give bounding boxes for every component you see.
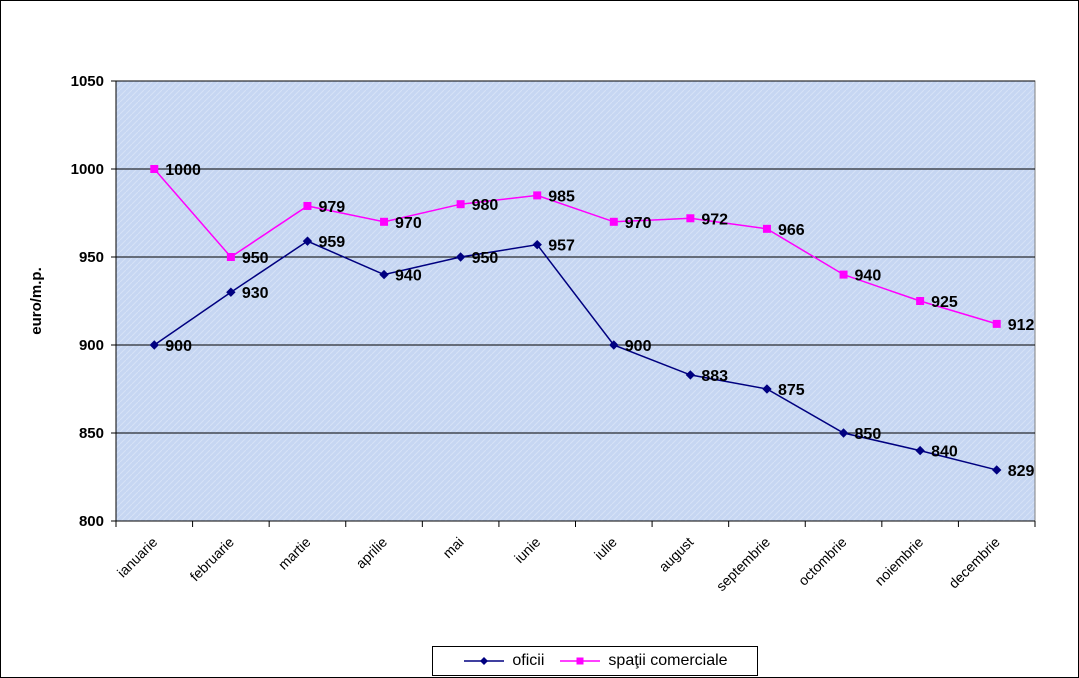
data-label: 980 [472, 197, 499, 214]
y-tick-label: 800 [79, 513, 104, 530]
x-tick-label: septembrie [713, 534, 773, 594]
data-label: 900 [625, 338, 652, 355]
data-point-oficii [226, 287, 236, 297]
data-label: 829 [1008, 463, 1035, 480]
y-tick-label: 850 [79, 425, 104, 442]
legend-label: spaţii comerciale [608, 652, 728, 669]
series-line-oficii [153, 240, 997, 471]
y-tick-label: 900 [79, 337, 104, 354]
data-point-spa-ii-comerciale [609, 217, 618, 226]
data-point-spa-ii-comerciale [533, 191, 542, 200]
x-tick-label: iulie [591, 534, 620, 563]
data-point-oficii [532, 239, 542, 250]
x-tick-label: aprilie [352, 534, 390, 572]
x-tick-label: octombrie [795, 534, 850, 589]
data-point-oficii [379, 269, 389, 280]
data-label: 970 [625, 215, 652, 232]
data-label: 912 [1008, 317, 1035, 334]
data-point-spa-ii-comerciale [226, 253, 235, 261]
data-point-spa-ii-comerciale [380, 217, 389, 226]
data-label: 840 [931, 444, 958, 461]
data-point-spa-ii-comerciale [303, 201, 312, 210]
data-point-oficii [455, 252, 466, 262]
data-point-spa-ii-comerciale [839, 270, 848, 279]
data-point-spa-ii-comerciale [456, 200, 465, 209]
data-point-oficii [915, 445, 925, 456]
data-label: 950 [242, 250, 269, 267]
data-point-spa-ii-comerciale [992, 319, 1001, 328]
data-point-oficii [992, 465, 1002, 475]
series-line-spa-ii-comerciale [153, 168, 997, 325]
data-label: 979 [318, 199, 345, 216]
data-label: 925 [931, 294, 958, 311]
data-point-oficii [762, 384, 772, 394]
y-tick-label: 950 [79, 249, 104, 266]
x-tick-label: august [655, 534, 696, 575]
data-label: 966 [778, 222, 805, 239]
x-tick-label: ianuarie [114, 534, 161, 581]
legend-entry: oficii [462, 652, 544, 670]
legend: oficii spaţii comerciale [432, 646, 758, 676]
y-tick-label: 1000 [71, 161, 104, 178]
data-label: 940 [855, 268, 882, 285]
data-label: 1000 [165, 162, 201, 179]
legend-label: oficii [512, 652, 545, 669]
x-tick-label: noiembrie [871, 534, 926, 589]
x-tick-label: mai [439, 534, 466, 561]
data-label: 900 [165, 338, 192, 355]
legend-swatch [464, 657, 505, 665]
data-point-oficii [685, 370, 696, 380]
data-label: 850 [855, 426, 882, 443]
y-axis-title: euro/m.p. [28, 267, 45, 335]
data-point-oficii [302, 236, 313, 246]
x-tick-label: februarie [187, 534, 238, 585]
data-label: 950 [472, 250, 499, 267]
plot-area [115, 80, 1036, 522]
data-label: 930 [242, 285, 269, 302]
data-label: 972 [701, 211, 728, 228]
data-label: 940 [395, 268, 422, 285]
data-point-oficii [149, 340, 159, 350]
data-label: 883 [701, 368, 728, 385]
data-label: 985 [548, 188, 575, 205]
data-label: 957 [548, 238, 575, 255]
data-point-spa-ii-comerciale [150, 165, 159, 173]
data-point-oficii [838, 428, 849, 438]
legend-swatch [560, 657, 601, 665]
x-tick-label: martie [275, 534, 314, 573]
data-point-spa-ii-comerciale [762, 224, 771, 233]
x-tick-label: iunie [511, 534, 543, 566]
y-tick-label: 1050 [71, 73, 104, 90]
legend-entry: spaţii comerciale [558, 652, 728, 670]
data-point-spa-ii-comerciale [916, 297, 925, 305]
data-point-spa-ii-comerciale [686, 214, 695, 223]
data-point-oficii [609, 340, 619, 350]
x-tick-label: decembrie [945, 534, 1003, 592]
data-label: 875 [778, 382, 805, 399]
data-label: 970 [395, 215, 422, 232]
data-label: 959 [318, 234, 345, 251]
